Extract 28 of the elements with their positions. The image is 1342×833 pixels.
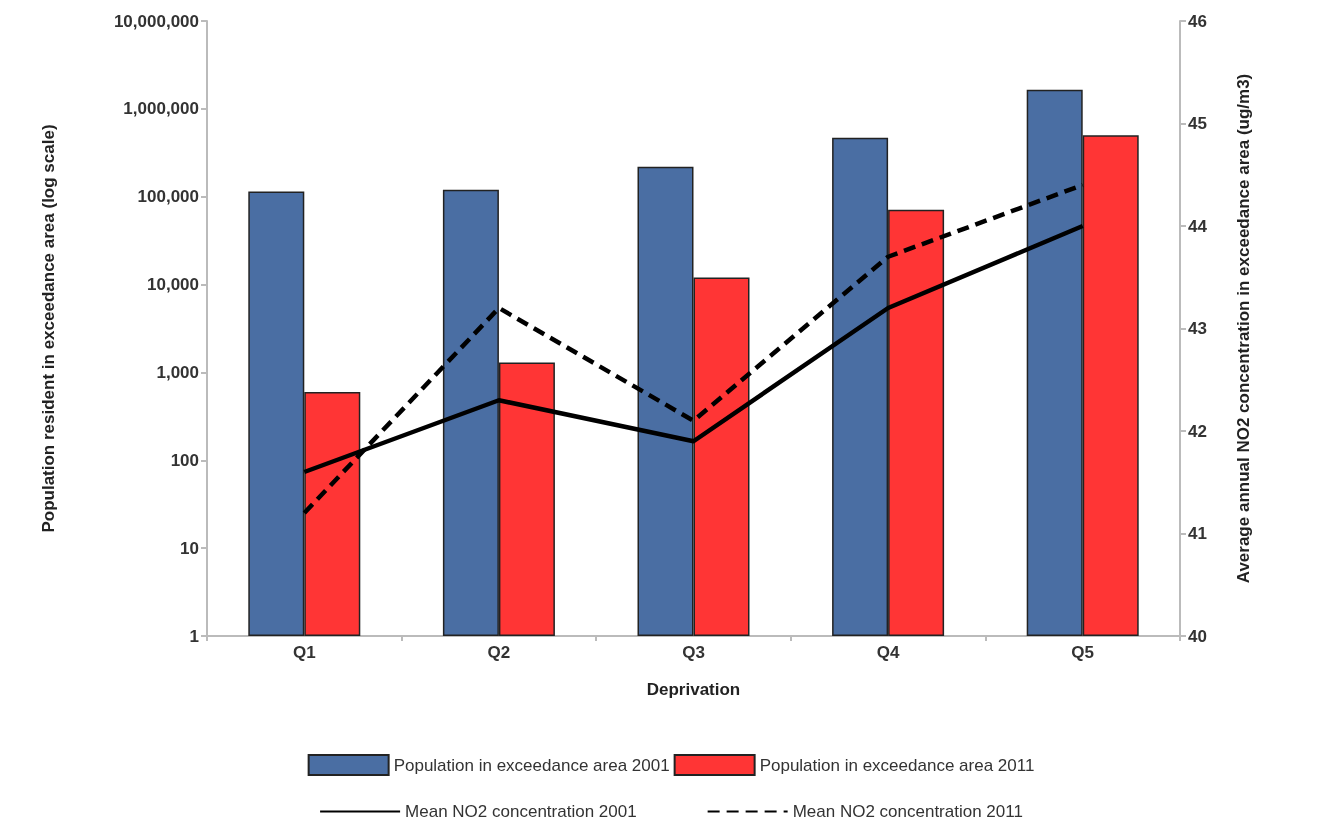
y2-axis-title: Average annual NO2 concentration in exceedance area (ug/m3) [1234, 73, 1253, 584]
y2-tick-label: 40 [1188, 626, 1207, 646]
y-tick-label: 100,000 [137, 187, 199, 207]
y-tick-label: 1,000 [156, 362, 199, 382]
y2-tick-label: 46 [1188, 11, 1207, 31]
y-axis-title: Population resident in exceedance area (log scale) [39, 124, 58, 533]
legend-label: Mean NO2 concentration 2011 [792, 802, 1023, 821]
legend-label: Population in exceedance area 2011 [759, 755, 1035, 775]
line-series [302, 182, 1085, 516]
y-tick-label: 10,000,000 [113, 11, 199, 31]
y-tick-label: 10 [180, 538, 199, 558]
y-tick-label: 1 [189, 626, 199, 646]
y2-tick-label: 41 [1188, 524, 1207, 543]
y-tick-label: 1,000,000 [123, 99, 199, 119]
x-tick-label: Q5 [1071, 643, 1095, 662]
x-axis-title: Deprivation [646, 680, 741, 699]
x-tick-label: Q1 [292, 643, 316, 662]
legend-label: Population in exceedance area 2001 [393, 755, 670, 775]
y2-tick-label: 45 [1188, 114, 1207, 133]
y-tick-label: 10,000 [147, 275, 199, 295]
y2-tick-label: 43 [1188, 319, 1207, 338]
y2-tick-label: 44 [1188, 216, 1208, 236]
legend-label: Mean NO2 concentration 2001 [405, 802, 637, 821]
x-tick-label: Q2 [487, 643, 511, 662]
y2-tick-label: 42 [1188, 421, 1207, 441]
x-tick-label: Q4 [876, 643, 900, 662]
x-tick-label: Q3 [682, 643, 705, 662]
y-tick-label: 100 [170, 450, 199, 470]
